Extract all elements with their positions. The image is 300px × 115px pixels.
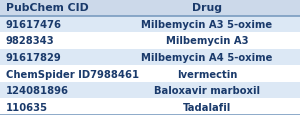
Text: Ivermectin: Ivermectin: [177, 69, 237, 79]
Text: Baloxavir marboxil: Baloxavir marboxil: [154, 85, 260, 95]
Text: 124081896: 124081896: [6, 85, 69, 95]
Text: 9828343: 9828343: [6, 36, 54, 46]
Text: ChemSpider ID7988461: ChemSpider ID7988461: [6, 69, 139, 79]
Bar: [0, 49, 300, 66]
Text: 110635: 110635: [6, 102, 48, 112]
Bar: [0, 99, 300, 115]
Bar: [0, 66, 300, 82]
Bar: [0, 16, 300, 33]
Bar: [0, 33, 300, 49]
Text: Tadalafil: Tadalafil: [183, 102, 231, 112]
Text: Milbemycin A3: Milbemycin A3: [166, 36, 248, 46]
Bar: [0, 0, 300, 16]
Text: Drug: Drug: [192, 3, 222, 13]
Text: Milbemycin A3 5-oxime: Milbemycin A3 5-oxime: [141, 20, 273, 30]
Text: PubChem CID: PubChem CID: [6, 3, 88, 13]
Text: 91617829: 91617829: [6, 53, 62, 62]
Text: Milbemycin A4 5-oxime: Milbemycin A4 5-oxime: [141, 53, 273, 62]
Bar: [0, 82, 300, 99]
Text: 91617476: 91617476: [6, 20, 62, 30]
